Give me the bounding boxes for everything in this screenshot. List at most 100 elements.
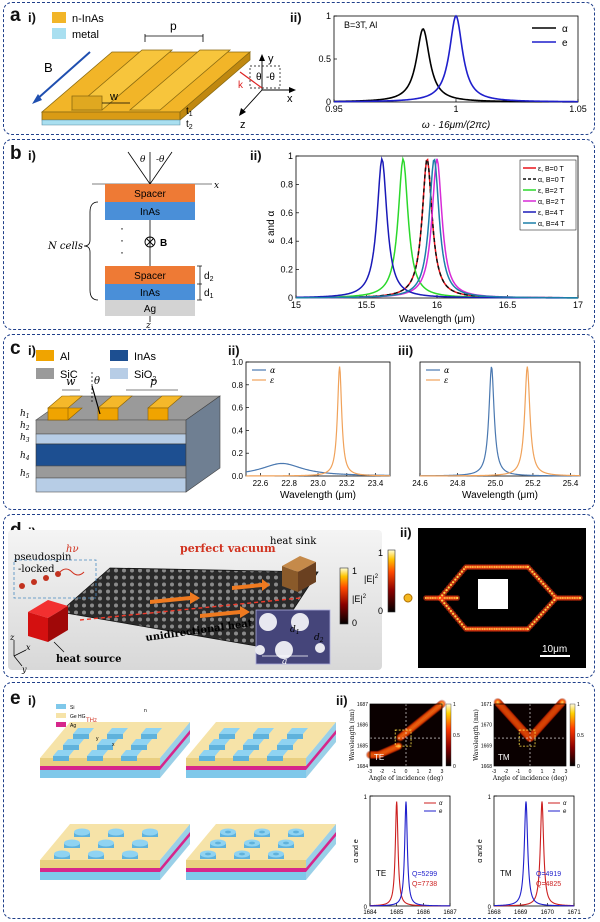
e-pillar-top (87, 750, 108, 756)
e_te-xtick-label: 1684 (363, 910, 377, 916)
e-ag-front (40, 868, 160, 872)
e_tm-label: TM (500, 869, 512, 878)
metal-legend: metal (72, 29, 99, 41)
c-legend-text-3: SiO2 (134, 369, 156, 383)
inas-layer-1 (105, 202, 195, 220)
e_te_map-ytick: 1687 (357, 702, 368, 708)
e-disk-top (122, 850, 138, 858)
c_ii-xtick-label: 22.8 (281, 479, 297, 488)
a_ii-xtick-label: 1.05 (569, 104, 587, 114)
e_tm_map-ytick: 1669 (481, 743, 492, 749)
e_tm-xtick-label: 1668 (487, 910, 501, 916)
a_ii-series-1 (333, 14, 579, 103)
e-disk-top (88, 850, 104, 858)
x-axis-label: x (287, 93, 293, 105)
e-ring-hole (249, 841, 255, 845)
e-pillar-top (287, 728, 308, 734)
panel-e-label: e (10, 688, 21, 709)
e-ring-hole (273, 852, 279, 856)
e-disk-top (108, 828, 124, 836)
panel-d-sub-ii: ii) (400, 525, 412, 540)
e_te_map-xtick: -1 (392, 769, 397, 775)
c_iii-xlabel: Wavelength (μm) (462, 490, 538, 501)
panel-c-sub-iii: iii) (398, 343, 414, 358)
c-legend-swatch-1 (110, 350, 128, 361)
e_te_map-ytick: 1684 (357, 764, 368, 770)
c_ii-legend-text-1: ε (270, 376, 274, 385)
e-legend-text-2: Ag (70, 723, 76, 729)
c_iii-legend-text-1: ε (444, 376, 448, 385)
metal-layer (41, 119, 181, 126)
e_te-ylabel: α and e (353, 839, 360, 863)
incident-beam (91, 385, 101, 415)
z-label-b: z (145, 321, 151, 331)
theta-label-b: θ (140, 155, 146, 165)
c-legend-swatch-3 (110, 368, 128, 379)
b_ii-ytick-label: 1 (288, 151, 293, 161)
e_tm_map-frame (493, 703, 567, 767)
b_ii-ytick-label: 0 (288, 293, 293, 303)
k-vector (239, 71, 263, 89)
c_iii-legend-text-0: α (444, 366, 450, 375)
e-ring-hole (215, 841, 221, 845)
b_ii-ytick-label: 0.2 (280, 265, 293, 275)
b_ii-xtick-label: 15.5 (358, 300, 376, 310)
a_ii-xlabel: ω · 16μm/(2πc) (422, 120, 490, 131)
inas-label-1: InAs (140, 207, 160, 218)
e_te-xtick-label: 1685 (390, 910, 404, 916)
colorbar-i-min: 0 (352, 618, 357, 628)
e-slab-front (40, 860, 160, 868)
a-ii-legend-text-1: e (562, 38, 568, 49)
e_te-ytick-label: 0 (364, 905, 368, 911)
e-disk-top (98, 839, 114, 847)
e_tm-series-0 (494, 801, 575, 907)
heat-sink-front (282, 566, 298, 592)
h2-label: h2 (20, 421, 30, 432)
b_ii-xtick-label: 15 (291, 300, 301, 310)
x-label-b: x (214, 181, 219, 191)
chart-b-ii: 15 15.5 16 16.5 17 0 0.2 0.4 0.6 0.8 1 Wavelength (… (266, 151, 583, 325)
panel-e-sub-i: i) (28, 693, 36, 708)
e-ring-hole (259, 830, 265, 834)
block-side (185, 395, 221, 493)
e_tm_map-xtick: 1 (541, 769, 544, 775)
c_iii-frame (419, 361, 581, 477)
e_tm_map-cbtick: 0.5 (577, 733, 584, 739)
e_te_map-ytick: 1685 (357, 743, 368, 749)
c-legend-text-0: Al (60, 351, 70, 363)
e-ring-hole (205, 852, 211, 856)
b-ii-legend-box (519, 159, 577, 231)
e_tm_map-xtick: -3 (492, 769, 497, 775)
e-pillar-top (131, 739, 152, 745)
e_tm-ylabel: α and e (477, 839, 484, 863)
e-pillar-top (107, 728, 128, 734)
b-ii-legend-text-3: α, B=2 T (538, 199, 565, 206)
e_te_map-xtick: 2 (429, 769, 432, 775)
c_ii-ytick-label: 0.6 (232, 404, 244, 413)
c_ii-ytick-label: 0.8 (232, 381, 244, 390)
e-pillar-front (87, 756, 103, 761)
e_tm-ytick-label: 0 (488, 905, 492, 911)
e_tm-xtick-label: 1670 (541, 910, 555, 916)
e-disk-top (142, 828, 158, 836)
c_iii-xtick-label: 24.6 (412, 479, 428, 488)
e-slab-front (186, 860, 306, 868)
e-disk-top (54, 850, 70, 858)
panel-a-label: a (10, 5, 21, 26)
e_tm-frame (493, 795, 575, 907)
e_tm_map-band-pt (557, 697, 567, 707)
t2-label: t2 (186, 119, 193, 131)
e-thz-label: THz (86, 718, 97, 724)
e-pillar-top (73, 728, 94, 734)
h4-label: h4 (20, 451, 30, 462)
photon-chain (19, 568, 85, 589)
e_tm_map-xtick: 2 (553, 769, 556, 775)
p-label: p (170, 19, 177, 33)
colorbar-i (339, 567, 349, 625)
b_ii-xlabel: Wavelength (μm) (399, 314, 475, 325)
heat-source-label: heat source (56, 654, 122, 665)
e_tm_map-label: TM (498, 753, 510, 762)
e_tm-annotation-1: Q=4825 (536, 881, 561, 888)
e-disk-top (64, 839, 80, 847)
e-pillar-top (63, 739, 84, 745)
